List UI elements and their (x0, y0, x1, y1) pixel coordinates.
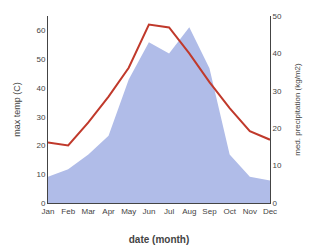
svg-text:10: 10 (273, 161, 282, 170)
svg-text:Dec: Dec (263, 207, 277, 216)
svg-text:Feb: Feb (61, 207, 75, 216)
svg-text:date (month): date (month) (129, 234, 190, 245)
svg-text:40: 40 (273, 49, 282, 58)
svg-text:Mar: Mar (81, 207, 95, 216)
svg-text:0: 0 (41, 199, 46, 208)
svg-text:50: 50 (273, 12, 282, 21)
svg-text:May: May (121, 207, 136, 216)
svg-text:30: 30 (273, 87, 282, 96)
svg-text:Jan: Jan (42, 207, 55, 216)
svg-text:Nov: Nov (243, 207, 257, 216)
svg-text:10: 10 (36, 170, 45, 179)
svg-text:Oct: Oct (223, 207, 236, 216)
svg-text:0: 0 (273, 199, 278, 208)
svg-text:Sep: Sep (202, 207, 217, 216)
svg-text:40: 40 (36, 84, 45, 93)
svg-text:20: 20 (273, 124, 282, 133)
svg-text:med. precipitation (kg/m2): med. precipitation (kg/m2) (293, 63, 302, 156)
svg-text:50: 50 (36, 55, 45, 64)
svg-text:20: 20 (36, 141, 45, 150)
svg-text:max temp (C): max temp (C) (12, 82, 22, 137)
svg-text:60: 60 (36, 26, 45, 35)
svg-text:Apr: Apr (102, 207, 115, 216)
svg-text:Jul: Jul (164, 207, 174, 216)
svg-text:Jun: Jun (142, 207, 155, 216)
svg-text:30: 30 (36, 112, 45, 121)
svg-text:Aug: Aug (182, 207, 196, 216)
